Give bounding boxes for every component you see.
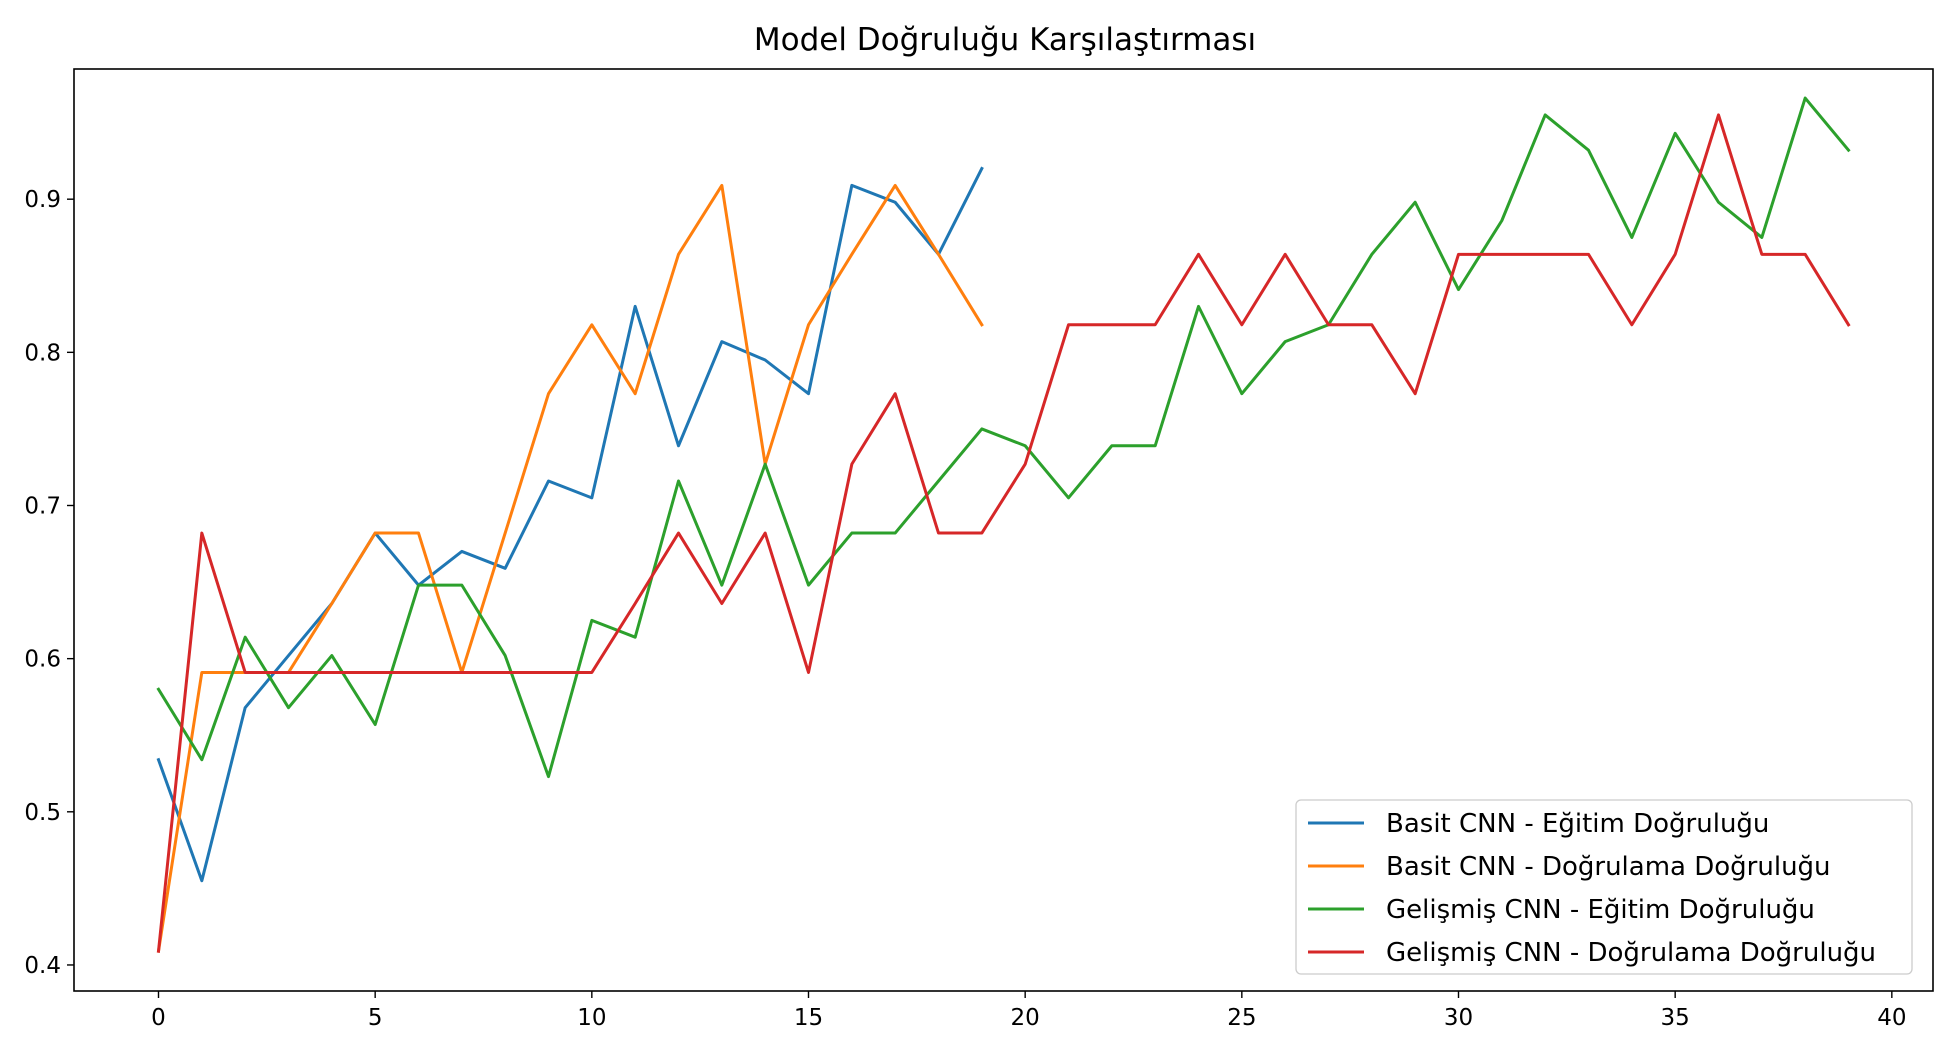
- series-line-4: [156, 113, 1851, 953]
- y-axis: 0.4 0.5 0.6 0.7 0.8 0.9: [24, 187, 74, 979]
- legend-label: Gelişmiş CNN - Doğrulama Doğruluğu: [1386, 938, 1876, 968]
- legend-label: Basit CNN - Doğrulama Doğruluğu: [1386, 852, 1831, 882]
- legend-label: Gelişmiş CNN - Eğitim Doğruluğu: [1386, 895, 1815, 925]
- legend-label: Basit CNN - Eğitim Doğruluğu: [1386, 809, 1769, 839]
- x-axis: 0 5 10 15 20 25 30 35 40: [151, 991, 1906, 1031]
- y-tick-label: 0.9: [24, 187, 61, 213]
- x-tick-label: 0: [151, 1005, 166, 1031]
- x-tick-label: 40: [1877, 1005, 1906, 1031]
- series-layer: [156, 96, 1851, 953]
- y-tick-label: 0.8: [24, 340, 61, 366]
- chart-title: Model Doğruluğu Karşılaştırması: [754, 22, 1256, 58]
- series-line-3: [156, 96, 1851, 779]
- series-line-1: [156, 166, 984, 883]
- x-tick-label: 15: [794, 1005, 823, 1031]
- y-tick-label: 0.4: [24, 953, 61, 979]
- x-tick-label: 10: [577, 1005, 606, 1031]
- y-tick-label: 0.5: [24, 800, 61, 826]
- series-line-2: [156, 183, 984, 953]
- x-tick-label: 5: [368, 1005, 383, 1031]
- x-tick-label: 30: [1444, 1005, 1473, 1031]
- x-tick-label: 25: [1227, 1005, 1256, 1031]
- y-tick-label: 0.6: [24, 647, 61, 673]
- legend: Basit CNN - Eğitim Doğruluğu Basit CNN - …: [1295, 799, 1913, 975]
- legend-box: [1295, 799, 1913, 975]
- y-tick-label: 0.7: [24, 493, 61, 519]
- x-tick-label: 35: [1661, 1005, 1690, 1031]
- x-tick-label: 20: [1011, 1005, 1040, 1031]
